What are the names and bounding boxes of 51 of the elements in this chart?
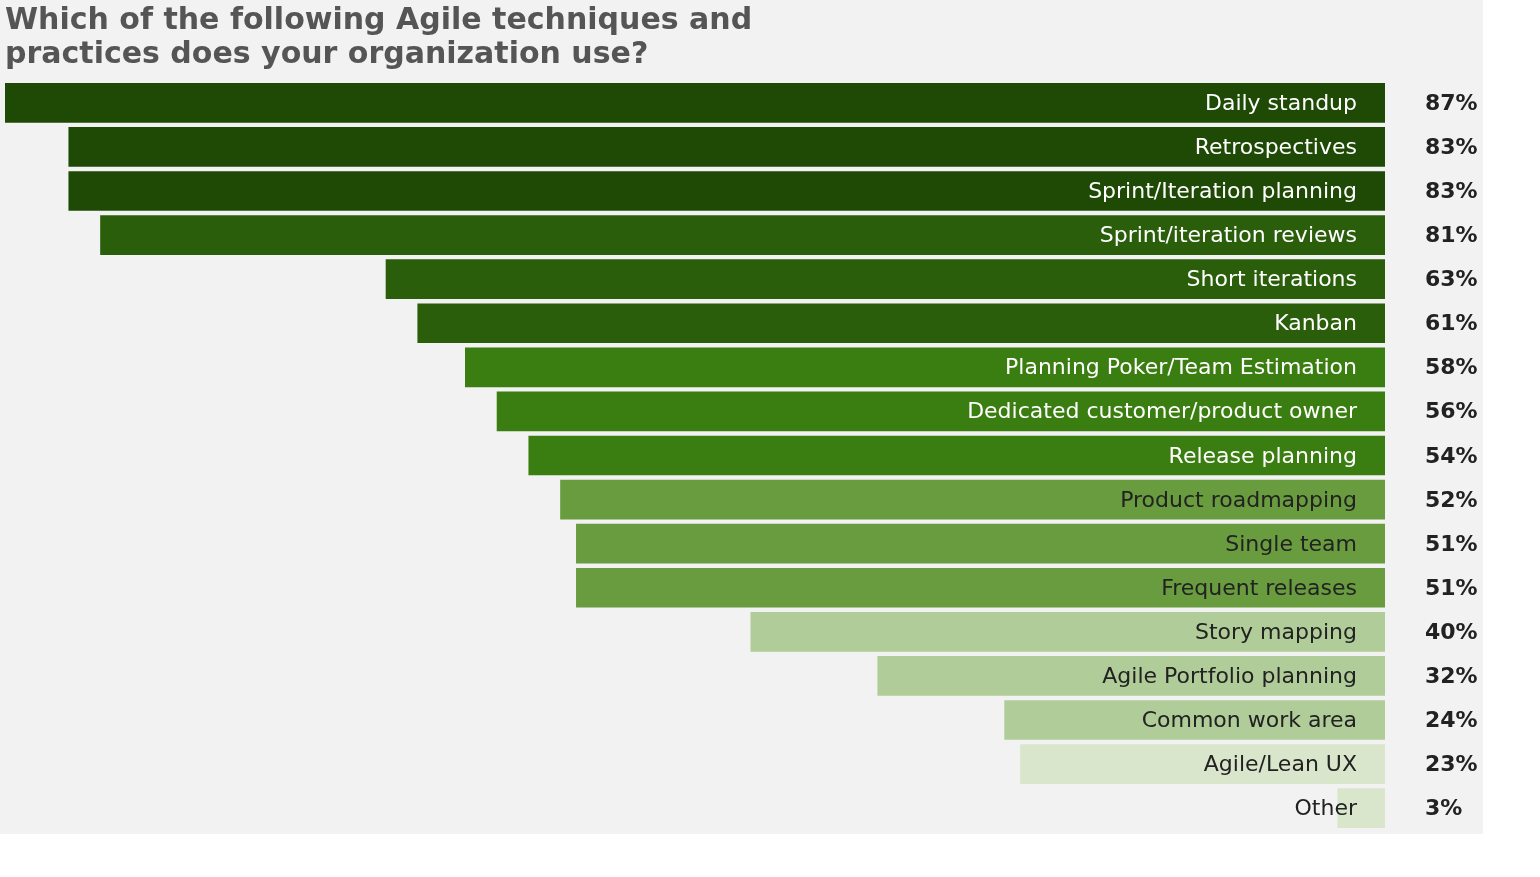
y-tick-label: Release planning	[1168, 442, 1357, 468]
bar	[100, 215, 1385, 255]
data-label: 54%	[1425, 442, 1478, 468]
y-tick-label: Sprint/Iteration planning	[1088, 178, 1357, 203]
data-label: 32%	[1425, 662, 1478, 688]
data-label: 58%	[1425, 354, 1478, 380]
data-label: 63%	[1425, 266, 1478, 292]
y-tick-label: Kanban	[1274, 310, 1357, 336]
bar	[465, 347, 1385, 388]
y-tick-label: Planning Poker/Team Estimation	[1005, 354, 1357, 380]
data-label: 40%	[1425, 618, 1478, 644]
y-tick-label: Common work area	[1141, 707, 1357, 732]
bar	[750, 611, 1385, 652]
y-tick-label: Frequent releases	[1161, 574, 1357, 600]
data-label: 83%	[1425, 178, 1478, 203]
bar	[576, 567, 1385, 608]
bar	[576, 523, 1385, 564]
data-label: 56%	[1425, 398, 1478, 424]
bar	[68, 171, 1385, 211]
bar	[5, 83, 1385, 123]
bar	[1020, 744, 1385, 784]
bar	[417, 303, 1385, 344]
y-tick-label: Other	[1294, 795, 1358, 821]
bar	[528, 435, 1385, 476]
data-label: 87%	[1425, 89, 1478, 115]
y-tick-label: Agile/Lean UX	[1203, 751, 1357, 777]
data-label: 3%	[1425, 795, 1463, 821]
bar	[68, 127, 1385, 167]
y-tick-label: Single team	[1225, 530, 1357, 556]
bar	[877, 656, 1385, 696]
data-label: 81%	[1425, 222, 1478, 248]
bar	[1004, 700, 1385, 740]
data-label: 23%	[1425, 751, 1478, 777]
data-label: 83%	[1425, 133, 1478, 159]
y-tick-label: Daily standup	[1204, 89, 1357, 115]
y-tick-label: Retrospectives	[1194, 133, 1357, 159]
y-tick-label: Dedicated customer/product owner	[967, 398, 1358, 424]
bar	[560, 479, 1385, 520]
data-label: 24%	[1425, 707, 1478, 732]
chart-title: Which of the following Agile techniques and practices does your organization use?	[5, 1, 753, 70]
y-tick-label: Agile Portfolio planning	[1102, 662, 1357, 688]
bar	[496, 391, 1385, 432]
data-label: 52%	[1425, 486, 1478, 512]
y-tick-label: Product roadmapping	[1120, 486, 1357, 512]
data-label: 51%	[1425, 574, 1478, 600]
data-label: 61%	[1425, 310, 1478, 336]
bar	[385, 259, 1385, 300]
data-label: 51%	[1425, 530, 1478, 556]
y-tick-label: Sprint/iteration reviews	[1099, 222, 1357, 248]
y-tick-label: Story mapping	[1195, 618, 1357, 644]
y-tick-label: Short iterations	[1186, 266, 1357, 292]
